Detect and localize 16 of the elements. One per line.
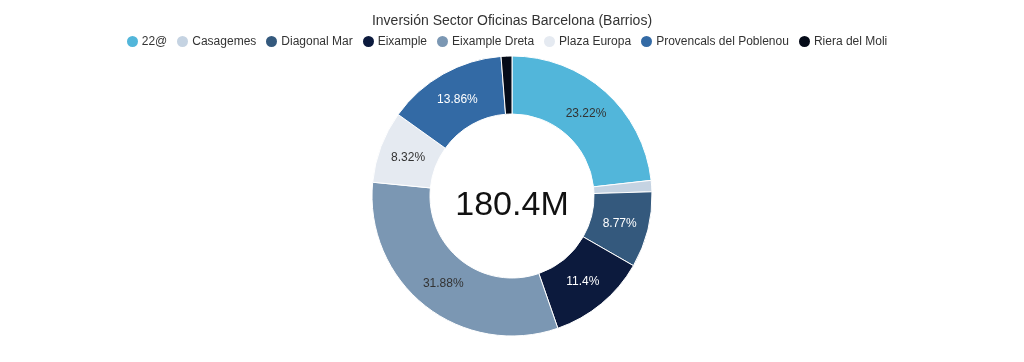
data-label: 11.4% <box>566 274 600 289</box>
text: 180.4M <box>455 184 569 222</box>
legend-label: Casagemes <box>192 34 257 48</box>
legend-label: Diagonal Mar <box>281 34 353 48</box>
chart-title: Inversión Sector Oficinas Barcelona (Barrios) <box>370 12 654 28</box>
data-label: 8.77% <box>602 215 638 230</box>
legend-label: Provencals del Poblenou <box>656 34 789 48</box>
legend-label: Plaza Europa <box>559 34 632 48</box>
data-label: 23.22% <box>565 106 607 121</box>
legend-label: Eixample <box>377 34 428 48</box>
data-label: 31.88% <box>422 276 464 291</box>
legend-label: 22@ <box>141 34 168 48</box>
legend-label: Eixample Dreta <box>452 34 535 48</box>
data-label: 13.86% <box>437 92 479 107</box>
data-label: 8.32% <box>391 149 426 164</box>
legend-label: Riera del Moli <box>813 34 888 48</box>
